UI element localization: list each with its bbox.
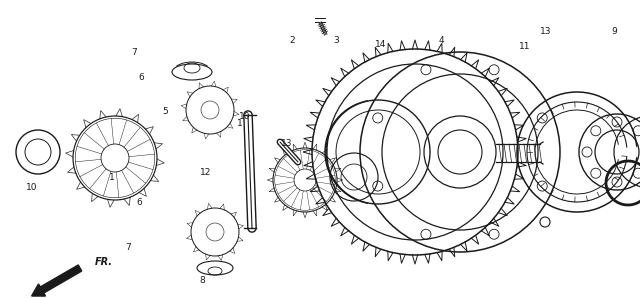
Text: 4: 4 bbox=[439, 36, 444, 45]
Text: 1: 1 bbox=[109, 173, 115, 182]
Text: 11: 11 bbox=[519, 42, 531, 51]
Text: 6: 6 bbox=[137, 198, 142, 207]
Text: 7: 7 bbox=[125, 243, 131, 252]
Text: FR.: FR. bbox=[95, 257, 113, 267]
Text: 10: 10 bbox=[26, 183, 38, 192]
Text: 2: 2 bbox=[289, 36, 294, 45]
Text: 14: 14 bbox=[374, 40, 386, 49]
Text: 1: 1 bbox=[237, 119, 243, 128]
Text: 8: 8 bbox=[200, 276, 205, 285]
Text: 10: 10 bbox=[239, 112, 251, 121]
FancyArrow shape bbox=[31, 265, 82, 296]
Text: 12: 12 bbox=[200, 168, 212, 177]
Text: 13: 13 bbox=[540, 27, 551, 36]
Circle shape bbox=[540, 217, 550, 227]
Text: 5: 5 bbox=[163, 107, 168, 116]
Text: 3: 3 bbox=[334, 36, 339, 45]
Text: 13: 13 bbox=[281, 139, 292, 148]
Text: 7: 7 bbox=[132, 48, 137, 57]
Text: 9: 9 bbox=[612, 27, 617, 36]
Text: 6: 6 bbox=[138, 73, 143, 82]
